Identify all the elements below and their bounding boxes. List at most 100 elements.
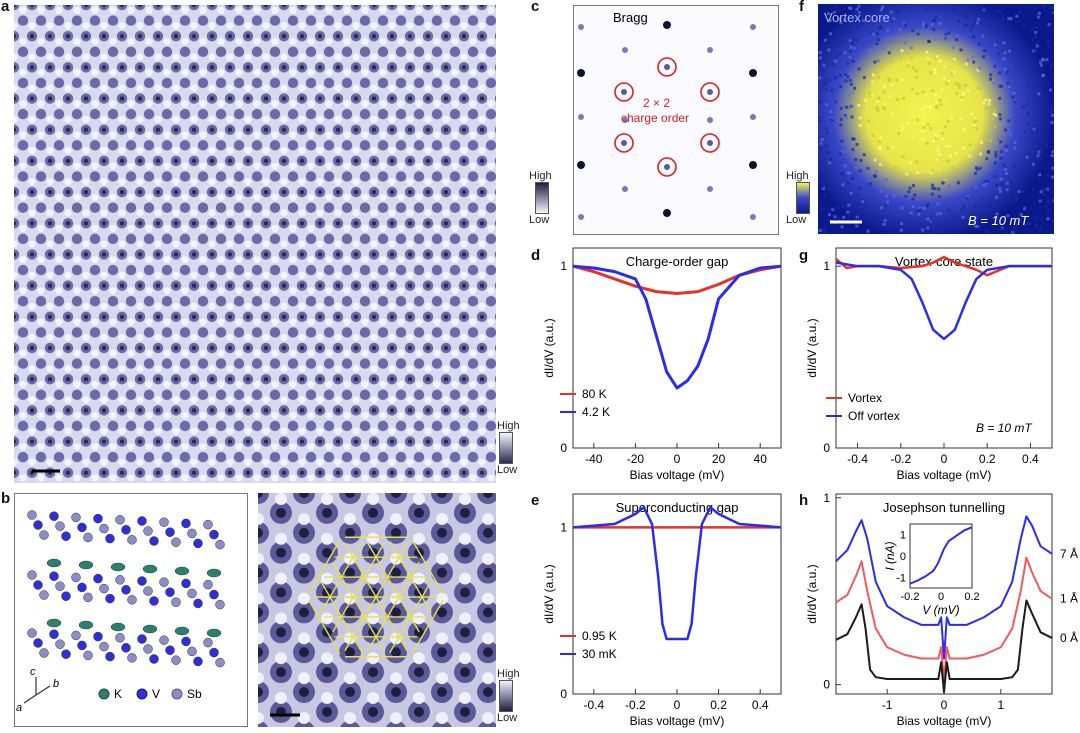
kagome-line: [308, 599, 341, 655]
atom: [143, 644, 153, 654]
atom-k: [206, 568, 222, 578]
atom: [181, 578, 191, 589]
atom: [209, 529, 219, 540]
legend-b: K V Sb: [98, 687, 202, 701]
bragg-peak-weak: [707, 186, 713, 192]
x-tick-label: -0.4: [847, 452, 868, 466]
colorbar-c: High Low: [529, 170, 552, 226]
y-tick-label: 1: [560, 259, 567, 273]
atom: [93, 573, 103, 584]
bragg-peak-weak: [578, 114, 584, 120]
atom-k: [110, 562, 126, 572]
atom: [115, 515, 125, 525]
atom: [55, 521, 65, 531]
atom: [137, 634, 147, 644]
atom: [149, 596, 159, 606]
legend-label: 4.2 K: [582, 405, 610, 419]
atom-k: [110, 622, 126, 632]
panel-label-h: h: [799, 492, 809, 509]
atom: [49, 629, 59, 639]
stm-topograph-a: [14, 5, 496, 483]
charge-order-ring: [657, 157, 677, 177]
atom: [61, 649, 71, 659]
atom: [83, 650, 93, 661]
atom: [165, 527, 175, 537]
x-tick-label: -1: [882, 698, 893, 712]
atom: [193, 538, 203, 549]
atom: [165, 645, 175, 655]
atom: [209, 589, 219, 600]
atom: [193, 598, 203, 609]
x-tick-label: 0: [941, 698, 948, 712]
atom: [127, 535, 137, 545]
charge-order-ring: [614, 82, 634, 102]
atom: [77, 582, 87, 593]
x-tick-label: -0.4: [583, 698, 604, 712]
x-axis-label: Bias voltage (mV): [897, 714, 992, 728]
chart-title: Josephson tunnelling: [883, 500, 1005, 515]
charge-order-annotation-2: charge order: [621, 111, 689, 125]
series-line-1: [572, 506, 782, 641]
kagome-line: [344, 542, 408, 652]
axis-a-label: a: [16, 702, 22, 714]
atom: [215, 539, 225, 550]
y-tick-label: 0: [823, 678, 830, 692]
atom-k: [46, 618, 62, 628]
atom: [181, 636, 191, 647]
atom-k: [174, 626, 190, 636]
inset-y-tick-label: -1: [896, 572, 906, 584]
axis-c-label: c: [30, 666, 36, 678]
bragg-peak-strong: [577, 161, 585, 169]
bragg-peak-weak: [622, 117, 628, 123]
atom: [127, 653, 137, 663]
colorbar-a: High Low: [497, 420, 520, 476]
inset-series-line: [909, 526, 973, 585]
x-tick-label: 0.2: [979, 452, 996, 466]
stm-zoom-kagome: [258, 493, 496, 727]
panel-label-g: g: [799, 247, 809, 264]
vortex-title: Vortex core: [824, 10, 890, 25]
x-tick-label: -0.2: [890, 452, 911, 466]
bragg-peak-weak: [622, 47, 628, 53]
chart-annotation: B = 10 mT: [976, 421, 1033, 435]
atom: [105, 593, 115, 604]
chart-title: Charge-order gap: [626, 254, 729, 269]
charge-order-ring: [657, 57, 677, 77]
x-axis-label: Bias voltage (mV): [630, 714, 725, 728]
bragg-peak-weak: [707, 117, 713, 123]
y-tick-label: 0: [823, 441, 830, 455]
atom: [115, 633, 125, 643]
bragg-title: Bragg: [613, 10, 648, 25]
series-line-1: [835, 261, 1052, 341]
charge-order-peak: [664, 64, 670, 70]
atom: [149, 536, 159, 546]
x-axis-label: Bias voltage (mV): [630, 468, 725, 482]
atom: [171, 597, 181, 607]
x-axis-label: Bias voltage (mV): [897, 468, 992, 482]
atom: [209, 647, 219, 658]
chart-title: Superconducting gap: [616, 500, 739, 515]
atom: [193, 656, 203, 667]
atom: [159, 635, 169, 645]
series-line-2: [835, 599, 1053, 694]
inset-x-tick-label: 0.2: [964, 591, 979, 603]
charge-order-peak: [707, 89, 713, 95]
x-tick-label: 40: [754, 452, 768, 466]
axes-triad: [23, 677, 51, 704]
x-tick-label: -20: [627, 452, 645, 466]
y-tick-label: 1: [823, 259, 830, 273]
bragg-peak-strong: [663, 209, 671, 217]
bragg-peak-weak: [578, 24, 584, 30]
atom: [203, 637, 213, 648]
atom: [55, 581, 65, 591]
legend-label: 30 mK: [582, 647, 617, 661]
charge-order-peak: [621, 89, 627, 95]
atom: [159, 517, 169, 527]
atom: [71, 512, 81, 523]
atom: [203, 579, 213, 590]
y-axis-label: dI/dV (a.u.): [542, 564, 556, 623]
x-tick-label: 1: [997, 698, 1004, 712]
y-axis-label: dI/dV (a.u.): [805, 318, 819, 377]
bragg-peak-strong: [749, 69, 757, 77]
charge-order-annotation-1: 2 × 2: [643, 96, 670, 110]
